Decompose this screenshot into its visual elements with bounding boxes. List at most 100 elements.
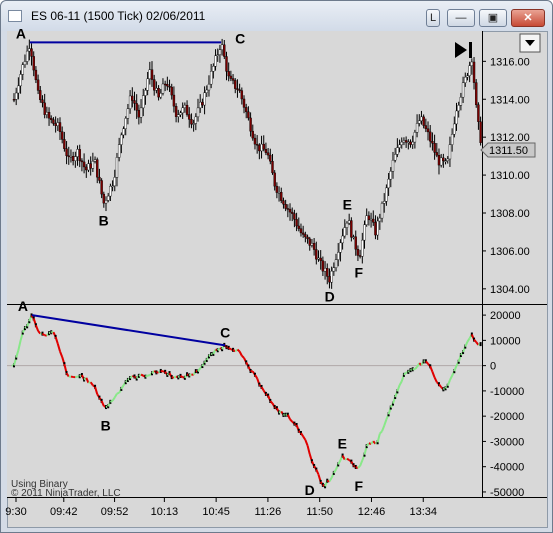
- indicator-segment: [34, 324, 40, 332]
- price-bar: [168, 79, 171, 92]
- price-bar: [192, 119, 195, 132]
- price-bar: [34, 66, 38, 84]
- price-bar: [185, 100, 189, 117]
- minimize-button[interactable]: —: [447, 9, 475, 27]
- price-bar-body: [308, 238, 311, 246]
- price-bar-body: [19, 74, 22, 87]
- price-bar-body: [341, 235, 344, 244]
- price-bar-body: [201, 101, 204, 106]
- price-bar-body: [367, 215, 371, 221]
- price-bar-body: [376, 220, 379, 236]
- price-bar: [223, 39, 226, 60]
- price-bar-body: [286, 208, 290, 210]
- price-bar: [39, 85, 42, 103]
- maximize-button[interactable]: ▣: [479, 9, 507, 27]
- price-bar-body: [52, 119, 55, 124]
- indicator-segment: [238, 351, 243, 357]
- price-bar: [312, 238, 316, 256]
- price-bar-body: [41, 99, 44, 104]
- indicator-segment: [241, 355, 245, 359]
- price-bar: [472, 57, 476, 90]
- price-bar: [179, 110, 182, 118]
- price-bar-body: [34, 69, 38, 81]
- indicator-segment: [344, 457, 348, 461]
- price-bar: [304, 231, 307, 243]
- price-bar-body: [185, 104, 189, 115]
- price-bar: [32, 51, 35, 77]
- price-bar-body: [199, 101, 202, 109]
- indicator-segment: [94, 386, 99, 395]
- indicator-segment: [376, 433, 381, 443]
- indicator-segment: [54, 336, 59, 345]
- price-bar-body: [291, 211, 294, 214]
- price-bar: [442, 153, 445, 168]
- price-bar: [439, 153, 443, 168]
- price-bar-body: [124, 118, 127, 129]
- price-bar-body: [183, 104, 187, 109]
- link-button[interactable]: L: [426, 9, 440, 27]
- price-bar-body: [429, 131, 432, 142]
- price-bar-body: [56, 122, 60, 126]
- price-bar-body: [188, 114, 191, 120]
- price-bar: [19, 70, 22, 94]
- indicator-segment: [302, 435, 307, 441]
- price-ytick-label: 1304.00: [490, 284, 530, 296]
- skip-to-end-icon[interactable]: [455, 42, 472, 58]
- indicator-segment: [466, 337, 471, 343]
- price-bar-body: [122, 128, 125, 136]
- price-bar-body: [389, 171, 392, 180]
- price-bar-body: [194, 116, 198, 124]
- price-ytick-label: 1312.00: [490, 132, 530, 144]
- indicator-segment: [396, 384, 401, 392]
- indicator-ytick-label: -20000: [490, 411, 524, 423]
- price-bar: [400, 137, 403, 149]
- title-bar[interactable]: ES 06-11 (1500 Tick) 02/06/2011 L — ▣ ✕: [1, 1, 552, 31]
- price-bar: [117, 137, 121, 162]
- price-bar: [166, 76, 169, 91]
- price-panel[interactable]: [7, 31, 482, 304]
- price-label-F: F: [355, 265, 364, 281]
- price-bar: [365, 208, 368, 227]
- indicator-segment: [188, 373, 192, 377]
- price-bar-body: [385, 187, 388, 202]
- price-bar-body: [251, 130, 254, 139]
- price-bar: [413, 129, 417, 149]
- price-bar-body: [174, 106, 178, 117]
- price-bar: [282, 197, 285, 209]
- price-bar-body: [89, 163, 92, 169]
- price-bar-body: [446, 158, 449, 161]
- x-tick-label: 10:45: [202, 506, 230, 518]
- indicator-segment: [475, 341, 480, 346]
- price-bar-body: [332, 267, 336, 272]
- price-bar: [190, 113, 193, 129]
- price-bar-body: [422, 116, 425, 126]
- price-bar-body: [172, 94, 176, 107]
- price-bar-body: [128, 95, 132, 109]
- price-bar-body: [321, 260, 325, 272]
- indicator-segment: [286, 414, 291, 420]
- price-bar: [448, 136, 452, 167]
- price-bar-body: [369, 218, 373, 221]
- price-bar: [135, 94, 138, 119]
- indicator-panel[interactable]: [7, 305, 482, 497]
- price-bar-body: [411, 141, 414, 145]
- price-bar-body: [179, 112, 182, 115]
- price-bar: [271, 153, 274, 175]
- price-bar: [339, 239, 342, 262]
- indicator-segment: [179, 375, 184, 379]
- close-button[interactable]: ✕: [511, 9, 545, 27]
- price-bar-body: [413, 132, 417, 143]
- price-bar: [426, 121, 430, 141]
- indicator-segment: [88, 381, 91, 384]
- price-bar: [404, 136, 408, 148]
- indicator-segment: [368, 442, 372, 445]
- price-bar-body: [76, 149, 79, 157]
- price-bar-body: [218, 49, 222, 55]
- price-bar: [475, 79, 478, 108]
- price-bar: [275, 182, 279, 199]
- price-bar: [367, 211, 371, 226]
- price-bar-body: [461, 82, 465, 98]
- price-bar-body: [372, 218, 375, 223]
- price-bar-body: [315, 249, 318, 260]
- price-bar: [172, 86, 176, 113]
